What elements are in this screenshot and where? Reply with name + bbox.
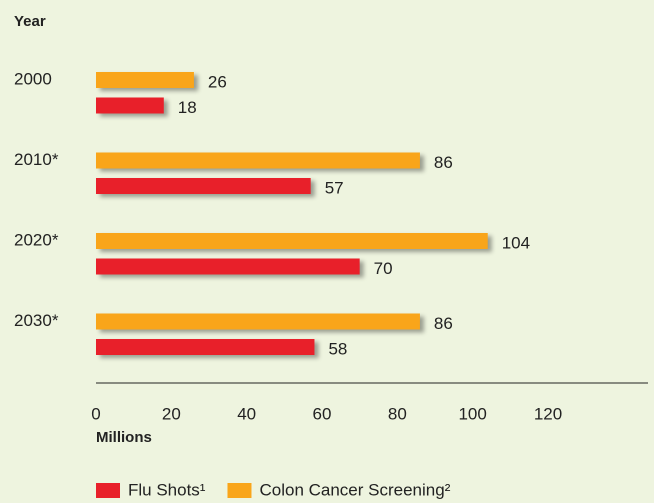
x-tick-label: 40	[237, 404, 256, 423]
value-label: 26	[208, 72, 227, 91]
x-tick-label: 60	[313, 404, 332, 423]
legend-label: Colon Cancer Screening²	[259, 480, 450, 499]
x-axis-label: Millions	[96, 429, 152, 446]
value-label: 57	[325, 178, 344, 197]
value-label: 70	[374, 259, 393, 278]
y-tick-label: 2030*	[14, 311, 59, 330]
value-label: 86	[434, 314, 453, 333]
legend-swatch	[96, 483, 120, 498]
x-tick-label: 80	[388, 404, 407, 423]
value-label: 58	[328, 339, 347, 358]
bar	[96, 72, 194, 88]
y-tick-label: 2010*	[14, 150, 59, 169]
bar	[96, 152, 420, 169]
bar	[96, 313, 420, 330]
value-label: 104	[502, 233, 530, 252]
bar	[96, 178, 311, 194]
x-tick-label: 0	[91, 404, 100, 423]
x-tick-label: 120	[534, 404, 562, 423]
value-label: 86	[434, 153, 453, 172]
bar	[96, 97, 164, 114]
y-tick-label: 2020*	[14, 230, 59, 249]
bar	[96, 339, 315, 355]
legend-swatch	[227, 483, 252, 498]
bar	[96, 233, 488, 249]
x-tick-label: 100	[458, 404, 486, 423]
legend-label: Flu Shots¹	[128, 480, 206, 499]
x-tick-label: 20	[162, 404, 181, 423]
y-axis-label: Year	[14, 13, 46, 30]
bar	[96, 258, 360, 275]
value-label: 18	[178, 98, 197, 117]
y-tick-label: 2000	[14, 69, 52, 88]
